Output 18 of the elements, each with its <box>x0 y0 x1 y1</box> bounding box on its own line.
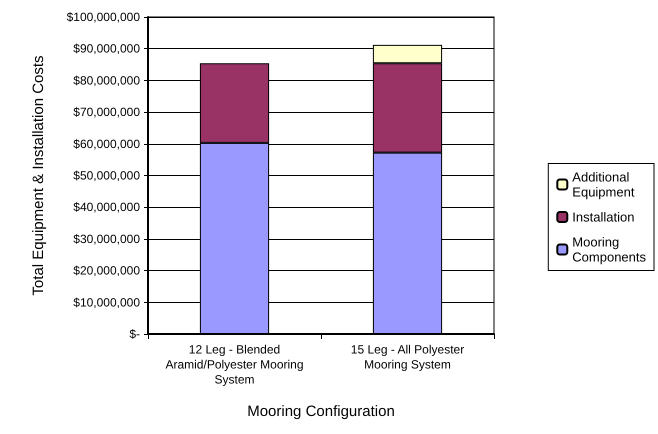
legend-label: Mooring Components <box>572 234 646 264</box>
x-axis-title: Mooring Configuration <box>247 403 395 420</box>
y-tick-label: $60,000,000 <box>73 136 140 151</box>
legend-label: Installation <box>572 210 634 224</box>
y-tick-label: $100,000,000 <box>66 10 140 24</box>
y-tick-label: $30,000,000 <box>73 232 140 246</box>
y-tick-label: $80,000,000 <box>73 73 140 88</box>
y-tick-label: $70,000,000 <box>73 105 140 120</box>
y-tick-label: $40,000,000 <box>73 200 140 214</box>
y-axis-title: Total Equipment & Installation Costs <box>30 55 47 296</box>
x-tick-label: 12 Leg - Blended Aramid/Polyester Mooring System <box>165 342 304 386</box>
x-tick-label: 15 Leg - All Polyester Mooring System <box>350 342 464 372</box>
y-tick-label: $20,000,000 <box>73 264 140 278</box>
y-tick-label: $- <box>129 327 140 341</box>
y-tick-label: $90,000,000 <box>73 42 140 56</box>
y-tick-label: $10,000,000 <box>73 295 140 310</box>
legend-label: Additional Equipment <box>572 170 635 200</box>
y-tick-label: $50,000,000 <box>73 168 140 182</box>
